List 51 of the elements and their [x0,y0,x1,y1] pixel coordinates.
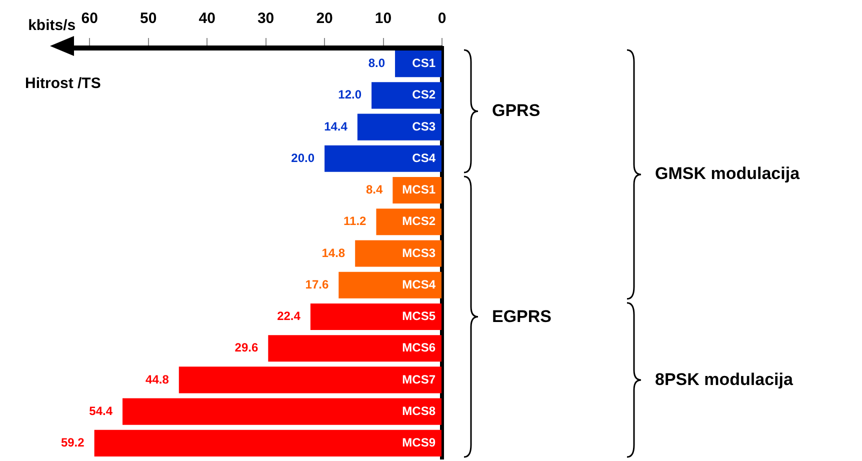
data-label: 22.4 [277,309,301,324]
x-tick-label: 20 [316,10,333,28]
bar [122,398,442,425]
x-tick-label: 40 [198,10,216,28]
data-label: 14.4 [324,119,348,134]
x-tick-label: 60 [81,10,98,28]
y-tick-label: MCS8 [402,404,436,418]
x-axis-title: kbits/s [28,17,76,34]
y-tick-label: MCS4 [402,277,436,292]
data-label: 17.6 [305,277,329,292]
data-label: 59.2 [60,436,85,450]
text: GPRS [492,101,540,122]
data-label: 8.4 [366,182,383,197]
y-tick-label: CS2 [412,88,436,102]
y-tick-label: MCS1 [402,182,436,197]
data-label: 54.4 [89,404,113,418]
data-label: 14.8 [322,246,346,260]
text: 8PSK modulacija [655,370,793,390]
bar [372,82,442,109]
y-tick-label: CS4 [412,150,436,165]
data-label: 44.8 [146,372,170,386]
bar [310,303,442,330]
bar [355,240,442,267]
data-label: 20.0 [291,150,315,165]
y-tick-label: CS1 [412,56,436,70]
text: GMSK modulacija [655,164,800,184]
y-tick-label: MCS7 [402,372,436,386]
y-axis-title: Hitrost /TS [25,75,101,92]
bar [324,145,442,172]
x-tick-label: 0 [438,10,446,28]
y-tick-label: MCS6 [402,340,436,355]
text: EGPRS [492,306,552,327]
bar [357,114,442,140]
bar [338,272,442,298]
x-tick-label: 30 [257,10,274,28]
x-tick-label: 50 [140,10,157,28]
bar [178,366,442,394]
y-tick-label: MCS9 [402,436,436,450]
bar [376,208,442,236]
bar [268,335,442,362]
y-tick-label: CS3 [412,119,436,134]
data-label: 12.0 [338,88,362,102]
data-label: 8.0 [368,56,386,70]
y-tick-label: MCS5 [402,309,436,324]
data-label: 29.6 [234,340,258,355]
x-tick-label: 10 [374,10,392,28]
y-tick-label: MCS2 [402,214,436,228]
y-tick-label: MCS3 [402,246,436,260]
bar [395,50,442,78]
data-label: 11.2 [344,214,367,228]
bar [94,430,442,456]
